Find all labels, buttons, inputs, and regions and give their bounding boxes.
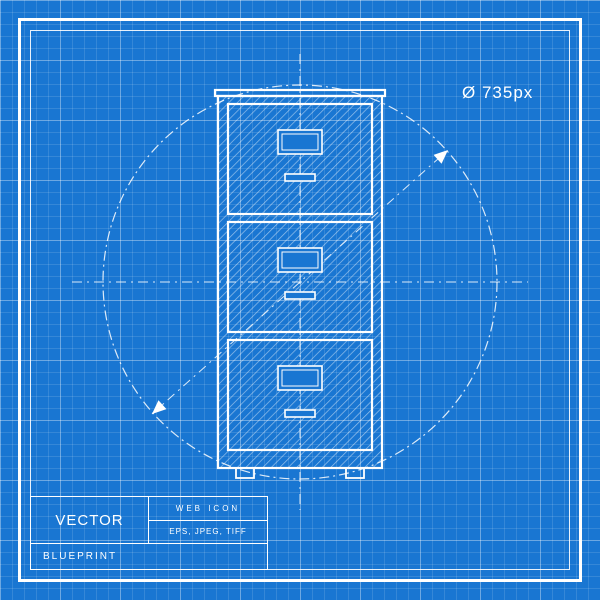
blueprint-label: BLUEPRINT: [30, 544, 268, 570]
title-block-left: VECTOR: [31, 497, 149, 543]
title-block-right: WEB ICON EPS, JPEG, TIFF: [149, 497, 267, 543]
title-block: VECTOR WEB ICON EPS, JPEG, TIFF: [30, 496, 268, 544]
dimension-value: 735px: [482, 83, 533, 102]
frame-inner: [30, 30, 570, 570]
web-icon-label: WEB ICON: [149, 497, 267, 521]
blueprint-text: BLUEPRINT: [43, 551, 117, 562]
dimension-symbol: Ø: [462, 83, 476, 102]
formats-label: EPS, JPEG, TIFF: [149, 521, 267, 544]
blueprint-stage: Ø 735px VECTOR WEB ICON EPS, JPEG, TIFF …: [0, 0, 600, 600]
vector-label: VECTOR: [55, 512, 123, 529]
dimension-label: Ø 735px: [462, 83, 533, 103]
